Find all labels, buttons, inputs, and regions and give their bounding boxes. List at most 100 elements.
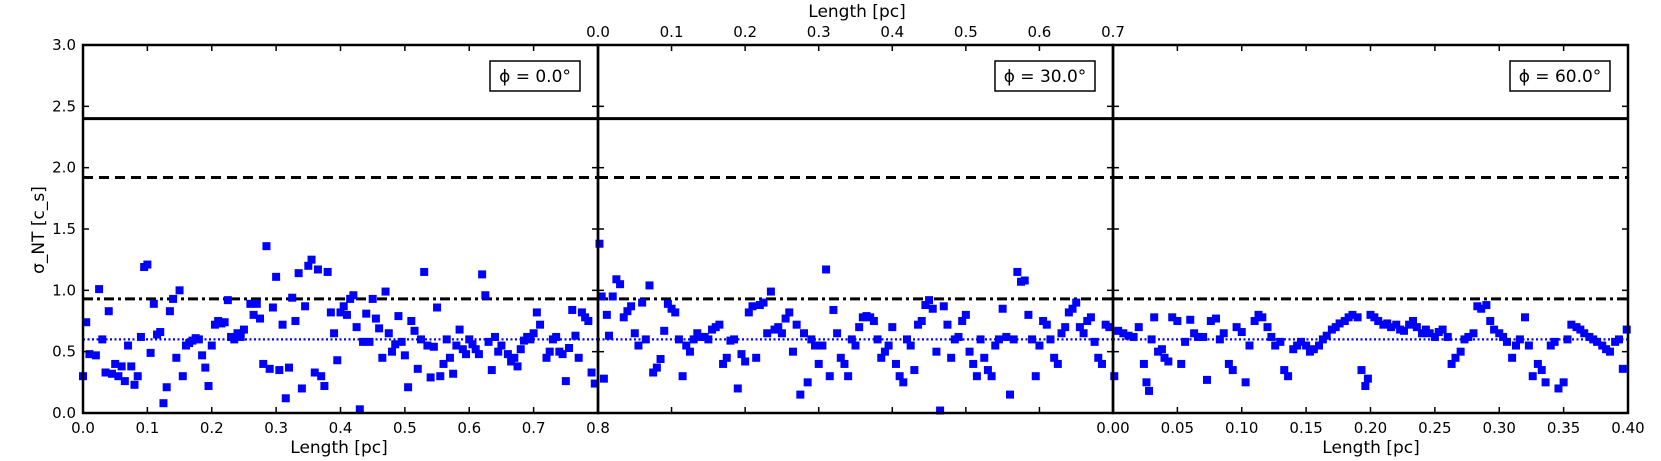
data-point: [599, 374, 608, 383]
data-point: [433, 303, 442, 312]
data-point: [1537, 366, 1546, 375]
x-tick-label-top: 0.5: [954, 23, 978, 41]
data-point: [1202, 375, 1211, 384]
data-point: [1086, 313, 1095, 322]
x-tick-label-top: 0.0: [586, 23, 610, 41]
data-point: [397, 337, 406, 346]
data-point: [1374, 317, 1383, 325]
data-point: [1193, 332, 1202, 341]
data-point: [847, 335, 856, 344]
data-point: [649, 368, 658, 377]
data-point: [1438, 325, 1447, 334]
data-point: [1250, 317, 1259, 325]
data-point: [1284, 372, 1293, 381]
data-point: [733, 384, 742, 393]
x-tick-label-top: 0.4: [880, 23, 904, 41]
data-point: [1013, 267, 1022, 276]
data-point: [471, 345, 480, 354]
data-point: [375, 324, 384, 333]
data-point: [1042, 320, 1051, 329]
y-tick-label: 1.5: [52, 220, 76, 238]
data-point: [785, 308, 794, 317]
data-point: [204, 382, 213, 391]
data-point: [660, 326, 669, 335]
data-point: [494, 347, 503, 356]
data-point: [326, 308, 335, 317]
data-point: [281, 394, 290, 403]
data-point: [689, 335, 698, 344]
data-point: [616, 280, 625, 289]
data-point: [339, 302, 348, 311]
panel-label: ϕ = 0.0°: [499, 67, 571, 87]
data-point: [294, 269, 303, 278]
data-point: [1245, 341, 1254, 350]
data-point: [236, 332, 245, 341]
data-point: [608, 292, 617, 301]
data-point: [1053, 359, 1062, 368]
data-point: [903, 335, 911, 344]
data-point: [558, 350, 567, 359]
data-point: [1593, 337, 1602, 346]
data-point: [932, 347, 941, 356]
data-point: [420, 267, 429, 276]
data-point: [307, 255, 316, 264]
data-point: [836, 353, 845, 362]
data-point: [330, 329, 339, 338]
data-point: [1145, 386, 1154, 395]
data-point: [965, 347, 974, 356]
data-point: [1605, 347, 1614, 356]
data-point: [577, 308, 586, 317]
y-tick-label: 1.0: [52, 281, 76, 299]
data-point: [1430, 332, 1439, 341]
data-point: [252, 299, 261, 308]
data-point: [310, 368, 319, 377]
data-point: [877, 353, 886, 362]
data-point: [1508, 353, 1517, 362]
data-point: [85, 350, 94, 359]
data-point: [1173, 317, 1182, 325]
data-point: [1511, 341, 1520, 350]
data-point: [1276, 337, 1285, 346]
data-point: [1024, 310, 1033, 319]
data-point: [497, 341, 506, 350]
data-point: [1559, 378, 1568, 387]
data-point: [1057, 329, 1066, 338]
data-point: [605, 331, 614, 340]
data-point: [1090, 337, 1099, 346]
x-tick-label: 0.15: [1289, 419, 1322, 437]
data-point: [268, 303, 277, 312]
data-point: [1408, 317, 1417, 325]
data-point: [1425, 329, 1434, 338]
data-point: [969, 359, 978, 368]
x-tick-label: 0.40: [1611, 419, 1644, 437]
x-tick-label: 0.3: [264, 419, 288, 437]
data-point: [381, 287, 390, 296]
data-point: [175, 286, 184, 295]
data-point: [891, 359, 900, 368]
data-point: [452, 341, 461, 350]
data-point: [1061, 323, 1070, 332]
panel-frame: [596, 43, 1115, 415]
data-point: [107, 369, 116, 378]
data-point: [400, 351, 409, 360]
data-point: [814, 359, 823, 368]
data-point: [1302, 341, 1311, 350]
data-point: [1447, 359, 1456, 368]
data-point: [1097, 359, 1106, 368]
bottom-x-axis-label-right: Length [pc]: [1322, 438, 1419, 458]
data-point: [162, 383, 171, 392]
data-point: [1124, 331, 1133, 340]
data-point: [285, 363, 293, 372]
panel-label-box: [489, 60, 581, 92]
data-point: [980, 353, 989, 362]
data-point: [833, 329, 842, 338]
data-point: [590, 379, 599, 388]
data-point: [638, 298, 647, 307]
data-point: [1618, 364, 1627, 373]
data-point: [921, 301, 930, 310]
x-tick-label: 0.8: [586, 419, 610, 437]
data-point: [384, 329, 393, 338]
x-tick-label: 0.25: [1418, 419, 1451, 437]
y-tick-label: 2.0: [52, 159, 76, 177]
